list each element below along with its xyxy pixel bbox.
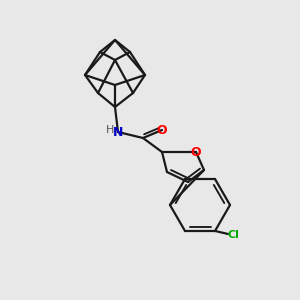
- Text: Cl: Cl: [227, 230, 239, 240]
- Text: H: H: [106, 125, 114, 135]
- Text: O: O: [157, 124, 167, 136]
- Text: N: N: [113, 125, 123, 139]
- Text: O: O: [191, 146, 201, 158]
